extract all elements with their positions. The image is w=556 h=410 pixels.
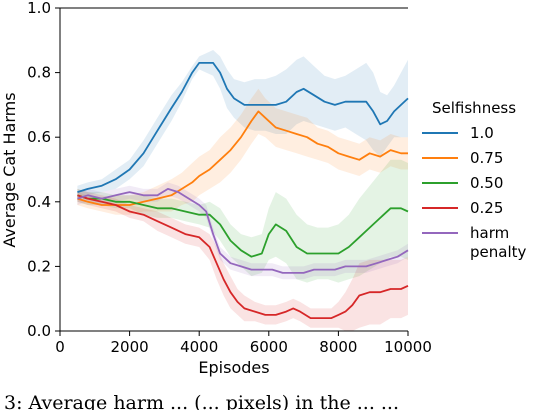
line-0-25 xyxy=(77,194,409,320)
line-0-50 xyxy=(77,194,409,258)
band-0-25 xyxy=(77,188,409,331)
band-0-75 xyxy=(77,88,409,215)
x-tick-label: 6000 xyxy=(250,338,288,356)
band-0-50 xyxy=(77,159,409,283)
y-ticks: 0.0 0.2 0.4 0.6 0.8 1.0 xyxy=(27,0,60,340)
legend-label: harm xyxy=(470,224,509,242)
y-tick-label: 0.6 xyxy=(27,128,51,146)
legend-label: 0.50 xyxy=(470,174,503,192)
figure-caption: 3: Average harm ... (... pixels) in the … xyxy=(4,392,399,410)
legend-label: penalty xyxy=(470,243,526,261)
legend-title: Selfishness xyxy=(432,99,516,117)
y-tick-label: 0.0 xyxy=(27,322,51,340)
x-tick-label: 0 xyxy=(55,338,65,356)
legend-label: 1.0 xyxy=(470,124,494,142)
y-tick-label: 1.0 xyxy=(27,0,51,17)
x-tick-label: 4000 xyxy=(180,338,218,356)
y-tick-label: 0.8 xyxy=(27,64,51,82)
line-0-75 xyxy=(77,110,408,206)
y-tick-label: 0.4 xyxy=(27,193,51,211)
y-axis-label: Average Cat Harms xyxy=(0,92,19,247)
confidence-bands xyxy=(77,50,409,331)
line-1-0 xyxy=(77,62,409,193)
band-1-0 xyxy=(77,50,409,199)
y-tick-label: 0.2 xyxy=(27,257,51,275)
legend-label: 0.75 xyxy=(470,149,503,167)
caption-line: 3: Average harm ... (... pixels) in the … xyxy=(4,392,399,410)
x-ticks: 0 2000 4000 6000 8000 10000 xyxy=(55,331,432,356)
legend-label: 0.25 xyxy=(470,199,503,217)
x-tick-label: 8000 xyxy=(319,338,357,356)
x-tick-label: 2000 xyxy=(111,338,149,356)
x-axis-label: Episodes xyxy=(198,358,269,377)
line-harm-penalty xyxy=(77,187,409,274)
band-harm-penalty xyxy=(77,182,409,280)
series-lines xyxy=(77,62,409,320)
axes xyxy=(59,7,408,332)
x-tick-label: 10000 xyxy=(384,338,432,356)
